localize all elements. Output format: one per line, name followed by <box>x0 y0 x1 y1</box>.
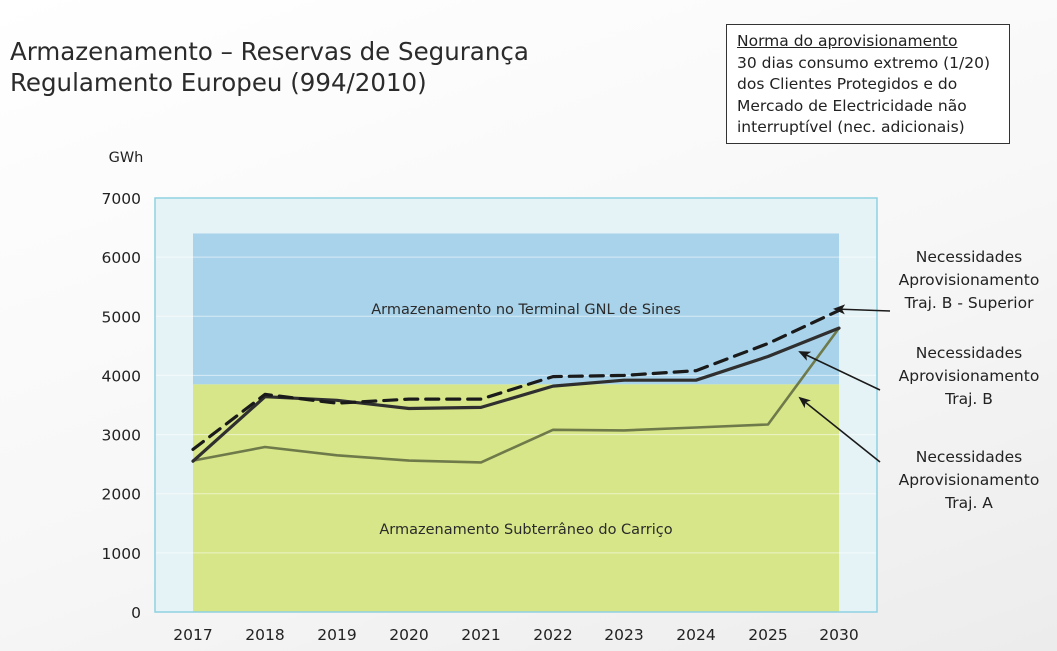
annotation-traj-a-text: Traj. A <box>944 494 993 512</box>
annotation-traj-b-arrow <box>798 351 881 391</box>
y-tick-label: 6000 <box>102 249 141 267</box>
y-tick-label: 0 <box>131 604 141 622</box>
x-tick-label: 2021 <box>461 626 500 644</box>
y-tick-label: 7000 <box>102 190 141 208</box>
norma-box-line: interruptível (nec. adicionais) <box>737 118 965 136</box>
x-tick-label: 2030 <box>819 626 858 644</box>
x-tick-label: 2017 <box>173 626 212 644</box>
x-tick-label: 2018 <box>245 626 284 644</box>
y-tick-label: 3000 <box>102 427 141 445</box>
annotation-traj-b-superior-text: Aprovisionamento <box>899 271 1040 289</box>
band-label-carrico: Armazenamento Subterrâneo do Carriço <box>379 522 672 538</box>
norma-box-line: dos Clientes Protegidos e do <box>737 75 958 93</box>
chart-title: Armazenamento – Reservas de Segurança Re… <box>10 36 529 98</box>
x-tick-label: 2025 <box>748 626 787 644</box>
y-tick-label: 4000 <box>102 367 141 385</box>
annotation-traj-b-superior-text: Necessidades <box>916 248 1022 266</box>
norma-box-line: Mercado de Electricidade não <box>737 96 967 115</box>
chart-title-line-2: Regulamento Europeu (994/2010) <box>10 68 427 97</box>
y-tick-label: 1000 <box>102 545 141 563</box>
x-tick-label: 2023 <box>604 626 643 644</box>
band-sines <box>193 233 839 385</box>
annotation-traj-b-text: Traj. B <box>944 390 993 408</box>
plot-frame <box>154 197 878 613</box>
x-tick-label: 2022 <box>533 626 572 644</box>
norma-info-box: Norma do aprovisionamento 30 dias consum… <box>726 24 1010 144</box>
annotation-traj-a-arrow <box>798 396 881 463</box>
band-label-sines: Armazenamento no Terminal GNL de Sines <box>371 302 681 318</box>
norma-box-line: 30 dias consumo extremo (1/20) <box>737 53 991 72</box>
series-line-traj-b-superior <box>191 308 841 451</box>
y-axis-label: GWh <box>109 150 144 166</box>
annotation-traj-b-superior-text: Traj. B - Superior <box>904 294 1035 312</box>
series-line-traj-a <box>191 326 841 464</box>
annotation-traj-a-text: Necessidades <box>916 448 1022 466</box>
chart-title-line-1: Armazenamento – Reservas de Segurança <box>10 37 529 66</box>
y-tick-label: 2000 <box>102 486 141 504</box>
band-carrico <box>193 384 839 612</box>
x-tick-label: 2024 <box>676 626 715 644</box>
x-tick-label: 2019 <box>317 626 356 644</box>
norma-box-title: Norma do aprovisionamento <box>737 32 958 50</box>
y-tick-label: 5000 <box>102 308 141 326</box>
annotation-traj-b-superior-arrow <box>833 304 891 315</box>
annotation-traj-a-text: Aprovisionamento <box>899 471 1040 489</box>
x-tick-label: 2020 <box>389 626 428 644</box>
annotation-traj-b-text: Aprovisionamento <box>899 367 1040 385</box>
annotation-traj-b-text: Necessidades <box>916 344 1022 362</box>
